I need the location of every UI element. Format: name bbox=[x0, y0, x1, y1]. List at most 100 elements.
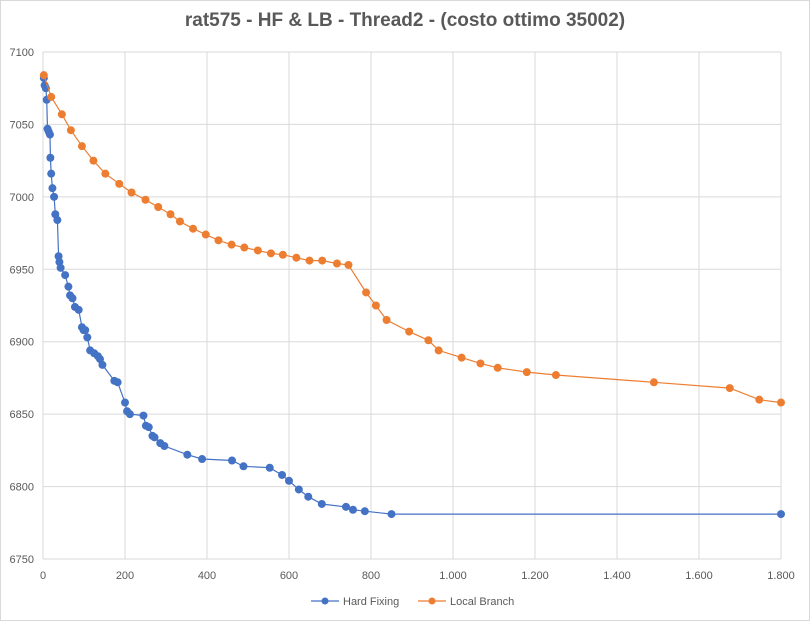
local-branch-point bbox=[201, 230, 210, 239]
y-tick-label: 7050 bbox=[10, 119, 34, 131]
local-branch-point bbox=[47, 92, 56, 101]
hard-fixing-line bbox=[43, 78, 781, 515]
hard-fixing-point bbox=[53, 216, 62, 225]
hard-fixing-point bbox=[160, 442, 169, 451]
axes: 6750 6800 6850 6900 6950 7000 7050 7100 0 200 400 6… bbox=[10, 47, 795, 582]
local-branch-point bbox=[154, 202, 163, 211]
hard-fixing-point bbox=[144, 423, 153, 432]
hard-fixing-point bbox=[139, 411, 148, 420]
local-branch-point bbox=[292, 253, 301, 262]
hard-fixing-point bbox=[317, 499, 326, 508]
hard-fixing-point bbox=[294, 485, 303, 494]
local-branch-point bbox=[476, 359, 485, 368]
hard-fixing-point bbox=[183, 450, 192, 459]
x-tick-label: 400 bbox=[198, 570, 216, 582]
hard-fixing-point bbox=[341, 502, 350, 511]
local-branch-point bbox=[66, 126, 75, 135]
local-branch-point bbox=[434, 346, 443, 355]
hard-fixing-point bbox=[228, 456, 237, 465]
x-tick-label: 1.800 bbox=[767, 570, 795, 582]
hard-fixing-point bbox=[198, 455, 207, 464]
hard-fixing-point bbox=[56, 263, 65, 272]
local-branch-point bbox=[57, 110, 66, 119]
hard-fixing-point bbox=[285, 476, 293, 485]
hard-fixing-point bbox=[64, 282, 73, 291]
local-branch-point bbox=[115, 179, 124, 188]
hard-fixing-point bbox=[47, 169, 56, 178]
local-branch-point bbox=[755, 395, 764, 404]
local-branch-point bbox=[166, 210, 175, 219]
hard-fixing-point bbox=[304, 492, 313, 501]
x-tick-label: 200 bbox=[116, 570, 134, 582]
hard-fixing-point bbox=[46, 153, 55, 162]
y-tick-label: 6900 bbox=[10, 337, 34, 349]
hard-fixing-point bbox=[348, 505, 357, 514]
hard-fixing-point bbox=[777, 510, 785, 519]
local-branch-point bbox=[189, 224, 198, 233]
hard-fixing-point bbox=[98, 360, 107, 369]
local-branch-point bbox=[382, 315, 391, 324]
local-branch-point bbox=[318, 256, 327, 265]
hard-fixing-point bbox=[83, 333, 92, 342]
local-branch-point bbox=[127, 188, 136, 197]
hard-fixing-point bbox=[61, 271, 70, 280]
y-tick-label: 7100 bbox=[10, 47, 34, 59]
local-branch-point bbox=[240, 243, 249, 252]
local-branch-point bbox=[253, 246, 262, 255]
y-tick-label: 6800 bbox=[10, 482, 34, 494]
local-branch-point bbox=[141, 195, 150, 204]
hard-fixing-point bbox=[278, 470, 287, 479]
hard-fixing-point bbox=[48, 184, 57, 193]
series bbox=[39, 71, 785, 519]
y-tick-label: 7000 bbox=[10, 192, 34, 204]
hard-fixing-point bbox=[265, 463, 274, 472]
hard-fixing-point bbox=[125, 410, 134, 419]
local-branch-point bbox=[266, 249, 275, 258]
x-tick-label: 0 bbox=[40, 570, 46, 582]
legend-local-branch-marker bbox=[428, 597, 436, 605]
x-tick-label: 1.400 bbox=[603, 570, 631, 582]
local-branch-point bbox=[39, 71, 48, 80]
hard-fixing-point bbox=[239, 462, 248, 471]
hard-fixing-point bbox=[81, 326, 90, 335]
local-branch-point bbox=[649, 378, 658, 387]
legend-hard-fixing-marker bbox=[321, 597, 329, 605]
y-tick-label: 6850 bbox=[10, 409, 34, 421]
local-branch-point bbox=[457, 353, 466, 362]
hard-fixing-point bbox=[74, 305, 83, 314]
local-branch-point bbox=[278, 250, 287, 259]
local-branch-point bbox=[214, 236, 223, 245]
x-tick-label: 1.600 bbox=[685, 570, 713, 582]
local-branch-point bbox=[77, 142, 86, 151]
hard-fixing-point bbox=[50, 192, 59, 201]
chart-title: rat575 - HF & LB - Thread2 - (costo otti… bbox=[184, 10, 626, 31]
local-branch-point bbox=[362, 288, 371, 297]
legend: Hard Fixing Local Branch bbox=[311, 596, 514, 608]
hard-fixing-point bbox=[113, 378, 122, 387]
local-branch-point bbox=[777, 398, 785, 407]
local-branch-point bbox=[405, 327, 414, 336]
grid bbox=[42, 51, 782, 560]
local-branch-point bbox=[89, 156, 98, 165]
x-tick-label: 600 bbox=[280, 570, 298, 582]
x-tick-label: 1.200 bbox=[521, 570, 549, 582]
local-branch-point bbox=[551, 371, 560, 380]
local-branch-point bbox=[725, 384, 734, 393]
hard-fixing-point bbox=[387, 510, 396, 519]
y-tick-label: 6750 bbox=[10, 554, 34, 566]
local-branch-point bbox=[371, 301, 380, 310]
hard-fixing-point bbox=[150, 433, 159, 442]
local-branch-point bbox=[424, 336, 433, 345]
local-branch-point bbox=[344, 260, 353, 269]
hard-fixing-point bbox=[360, 507, 369, 516]
x-tick-label: 800 bbox=[362, 570, 380, 582]
local-branch-point bbox=[175, 217, 184, 226]
y-tick-label: 6950 bbox=[10, 264, 34, 276]
local-branch-point bbox=[101, 169, 110, 178]
local-branch-point bbox=[227, 240, 236, 249]
hard-fixing-point bbox=[68, 294, 77, 303]
hard-fixing-point bbox=[45, 130, 54, 139]
local-branch-point bbox=[493, 363, 502, 372]
